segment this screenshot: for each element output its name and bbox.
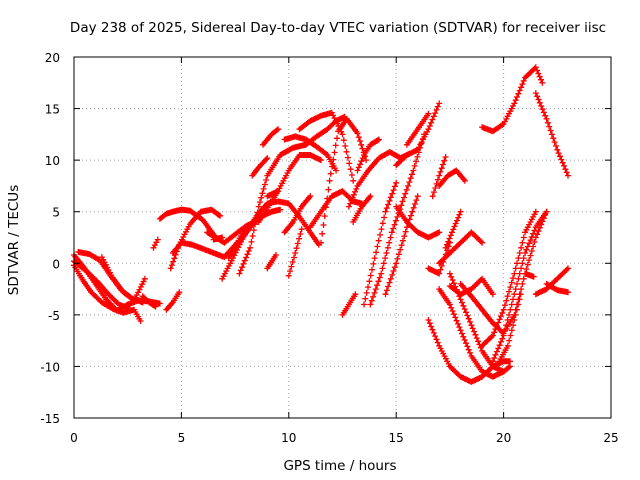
track-markers <box>436 167 468 189</box>
y-tick-label: 20 <box>45 51 60 65</box>
satellite-track <box>532 90 571 179</box>
satellite-track <box>139 293 159 310</box>
track-markers <box>281 193 314 236</box>
satellite-track <box>150 236 161 251</box>
satellite-track <box>163 289 183 313</box>
track-markers <box>354 136 382 174</box>
satellite-track <box>393 203 443 241</box>
satellite-track <box>522 270 537 280</box>
y-tick-label: -5 <box>48 309 60 323</box>
satellite-track <box>249 155 271 179</box>
x-tick-label: 10 <box>281 431 296 445</box>
satellite-track <box>361 179 400 308</box>
satellite-track <box>285 226 305 279</box>
satellite-track <box>442 208 464 251</box>
satellite-track <box>382 193 421 298</box>
x-tick-label: 0 <box>70 431 78 445</box>
track-markers <box>350 193 374 225</box>
track-markers <box>260 126 282 148</box>
satellite-track <box>350 193 374 225</box>
satellite-track <box>436 167 468 189</box>
track-markers <box>403 110 432 148</box>
track-markers <box>210 234 226 243</box>
satellite-track <box>264 152 324 200</box>
x-tick-label: 25 <box>603 431 618 445</box>
track-markers <box>249 155 271 179</box>
plot-frame <box>73 56 612 419</box>
track-markers <box>429 154 449 200</box>
track-markers <box>489 208 550 365</box>
data-marks <box>71 64 571 385</box>
x-tick-label: 20 <box>496 431 511 445</box>
x-tick-label: 15 <box>389 431 404 445</box>
track-markers <box>543 280 571 296</box>
y-tick-label: 5 <box>52 206 60 220</box>
satellite-track <box>354 136 382 174</box>
track-markers <box>532 90 571 179</box>
track-markers <box>361 179 400 308</box>
satellite-track <box>167 206 224 272</box>
y-tick-label: 0 <box>52 257 60 271</box>
satellite-track <box>479 208 539 349</box>
satellite-track <box>98 254 148 304</box>
track-markers <box>285 226 305 279</box>
track-markers <box>139 293 159 310</box>
satellite-track <box>429 154 449 200</box>
track-markers <box>264 152 324 200</box>
satellite-track <box>436 229 486 267</box>
track-markers <box>98 254 148 304</box>
track-markers <box>442 208 464 251</box>
satellite-track <box>403 110 432 148</box>
satellite-track <box>543 280 571 296</box>
satellite-track <box>479 64 546 135</box>
satellite-track <box>210 234 226 243</box>
x-axis-label: GPS time / hours <box>283 458 396 474</box>
satellite-track <box>339 291 359 318</box>
y-tick-label: 10 <box>45 154 60 168</box>
x-tick-label: 5 <box>178 431 186 445</box>
track-markers <box>167 206 224 272</box>
satellite-track <box>393 100 443 169</box>
chart-title: Day 238 of 2025, Sidereal Day-to-day VTE… <box>70 20 606 36</box>
axis-ticks: 0 5 10 15 20 25 -15 -10 -5 0 5 10 15 20 <box>40 51 618 445</box>
track-markers <box>436 229 486 267</box>
track-markers <box>382 193 421 298</box>
track-markers <box>150 236 161 251</box>
satellite-track <box>260 126 282 148</box>
y-tick-label: -15 <box>40 412 60 426</box>
track-markers <box>393 203 443 241</box>
track-markers <box>393 100 443 169</box>
satellite-track <box>436 286 507 380</box>
y-tick-label: 15 <box>45 103 60 117</box>
track-markers <box>318 115 370 246</box>
track-markers <box>479 64 546 135</box>
satellite-track <box>489 208 550 365</box>
track-markers <box>436 286 507 380</box>
y-axis-label: SDTVAR / TECUs <box>6 185 22 295</box>
satellite-track <box>496 291 524 365</box>
satellite-track <box>281 133 340 174</box>
track-markers <box>163 289 183 313</box>
track-markers <box>496 291 524 365</box>
track-markers <box>264 252 279 272</box>
satellite-track <box>318 115 370 246</box>
satellite-track <box>281 193 314 236</box>
track-markers <box>339 291 359 318</box>
track-markers <box>479 208 539 349</box>
track-markers <box>281 133 340 174</box>
track-markers <box>522 270 537 280</box>
track-markers <box>446 270 513 375</box>
y-tick-label: -10 <box>40 360 60 374</box>
satellite-track <box>446 270 513 375</box>
satellite-track <box>264 252 279 272</box>
